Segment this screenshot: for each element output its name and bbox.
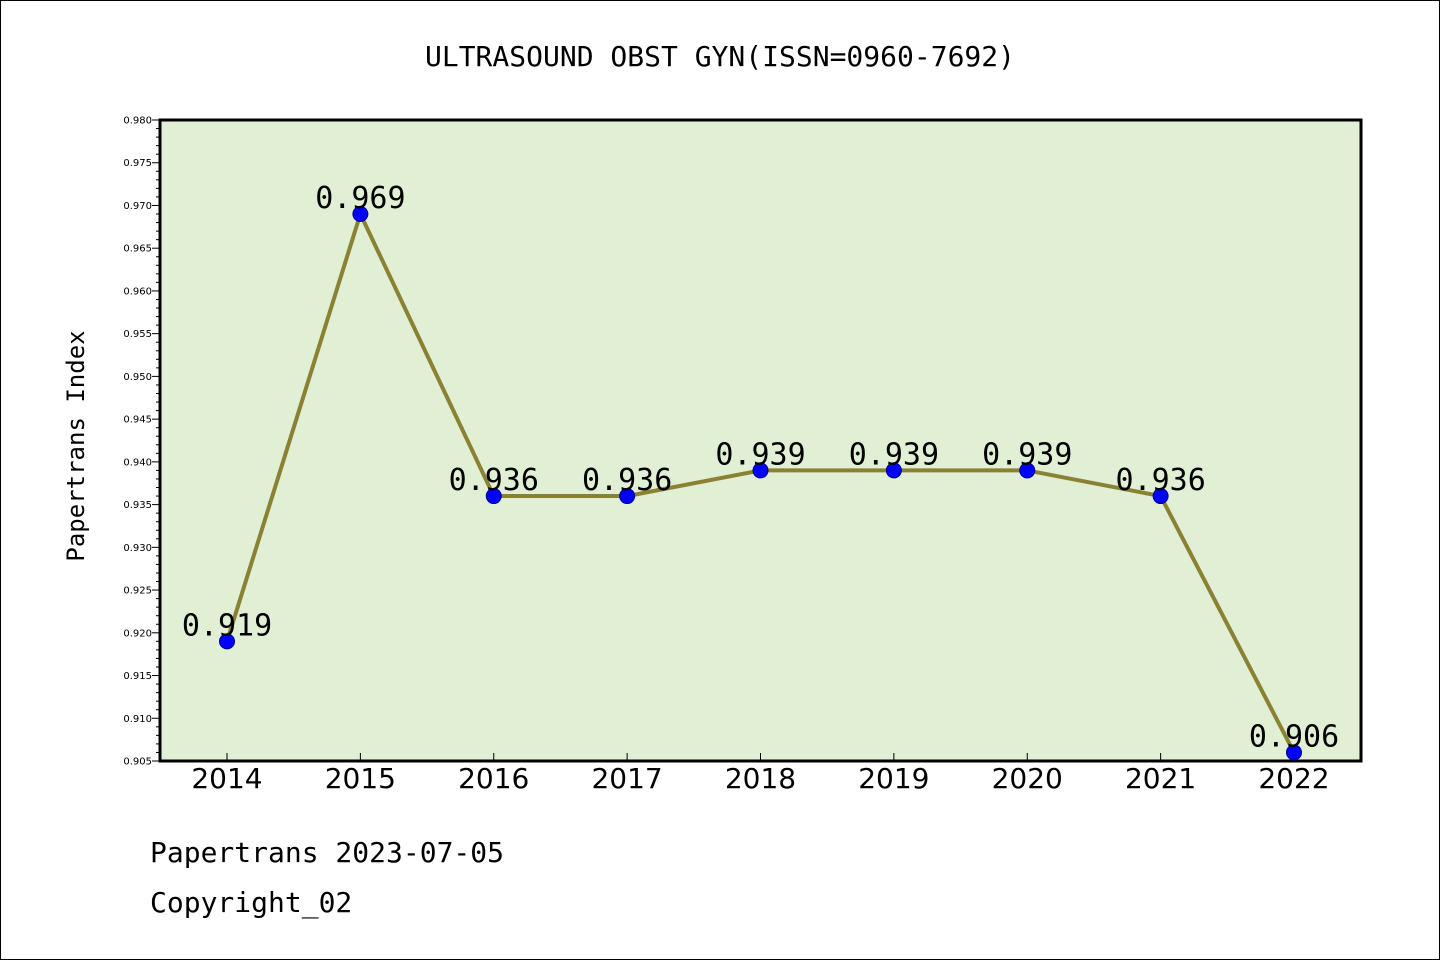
y-tick-label: 0.940 [123,457,152,468]
y-tick-label: 0.915 [123,671,152,682]
footer-copyright: Copyright_02 [150,886,353,919]
data-point [485,488,502,505]
y-tick-label: 0.960 [123,286,152,297]
data-label: 0.939 [715,437,805,472]
data-point [885,462,902,479]
data-label: 0.939 [849,437,939,472]
y-tick-label: 0.970 [123,201,152,212]
x-tick-label: 2017 [591,762,662,795]
data-label: 0.906 [1249,719,1339,754]
y-axis: 0.905 0.910 0.915 0.920 0.925 0.930 0.935 0.940… [123,116,160,768]
data-label: 0.969 [315,181,405,216]
x-tick-label: 2016 [458,762,529,795]
x-tick-label: 2021 [1125,762,1196,795]
plot-area [158,118,1363,763]
y-tick-label: 0.955 [123,329,152,340]
x-tick-label: 2015 [325,762,396,795]
data-point [352,206,369,223]
chart-title: ULTRASOUND OBST GYN(ISSN=0960-7692) [425,40,1015,73]
y-tick-label: 0.935 [123,500,152,511]
footer-source: Papertrans 2023-07-05 [150,836,505,869]
data-label: 0.936 [582,463,672,498]
y-tick-label: 0.975 [123,158,152,169]
data-point [752,462,769,479]
x-tick-label: 2019 [858,762,929,795]
y-tick-label: 0.965 [123,244,152,255]
data-point [1152,488,1169,505]
data-point [219,633,235,650]
y-tick-label: 0.950 [123,372,152,383]
x-tick-label: 2014 [191,762,262,795]
y-tick-label: 0.905 [123,757,152,768]
data-label: 0.936 [1115,463,1205,498]
y-tick-label: 0.920 [123,628,152,639]
y-tick-label: 0.925 [123,586,152,597]
y-axis-label: Papertrans Index [62,330,90,561]
data-label: 0.939 [982,437,1072,472]
x-tick-label: 2020 [992,762,1063,795]
data-label: 0.919 [182,608,272,643]
y-tick-label: 0.980 [123,116,152,127]
x-tick-label: 2022 [1258,762,1329,795]
data-label: 0.936 [449,463,539,498]
x-axis: 2014 2015 2016 2017 2018 2019 2020 2021 2022 [191,753,1330,795]
data-point [1286,744,1302,761]
series-0: 0.919 0.969 0.936 0.936 0.939 0.939 0.939 0.936… [182,181,1339,761]
y-tick-label: 0.910 [123,714,152,725]
y-tick-label: 0.930 [123,543,152,554]
y-tick-label: 0.945 [123,415,152,426]
x-tick-label: 2018 [725,762,796,795]
data-point [1019,462,1036,479]
data-point [619,488,636,505]
